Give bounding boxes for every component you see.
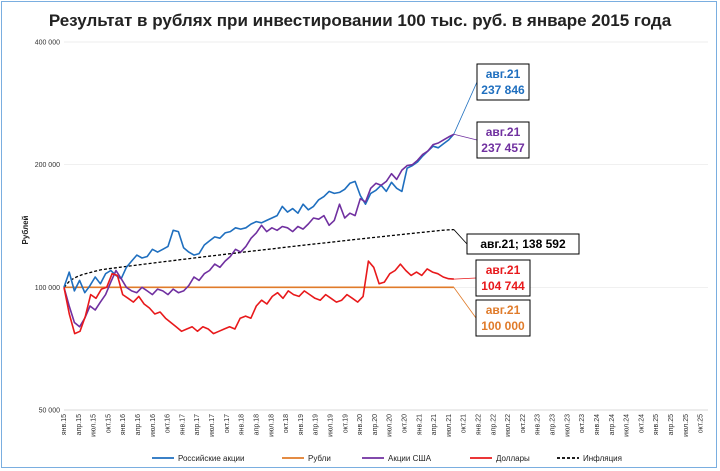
x-tick-label: янв.20 xyxy=(357,414,364,435)
x-tick-label: июл.20 xyxy=(387,414,394,437)
y-tick-labels: 50 000 100 000 200 000 400 000 xyxy=(35,40,60,415)
x-tick-label: янв.22 xyxy=(476,414,483,435)
y-tick-label: 50 000 xyxy=(39,408,61,415)
x-tick-label: июл.21 xyxy=(446,414,453,437)
callout-value-usd: 104 744 xyxy=(481,279,525,293)
legend: Российские акции Рубли Акции США Доллары Инф… xyxy=(152,454,622,463)
x-tick-label: янв.24 xyxy=(594,414,601,435)
x-tick-label: янв.16 xyxy=(120,414,127,435)
callout-box-us xyxy=(476,121,530,159)
chart-title: Результат в рублях при инвестировании 10… xyxy=(49,11,672,30)
x-tick-label: окт.15 xyxy=(105,414,112,433)
legend-label-us: Акции США xyxy=(388,454,432,463)
x-tick-label: апр.24 xyxy=(609,414,616,435)
callout-leader-ru xyxy=(453,81,478,135)
x-tick-label: июл.23 xyxy=(564,414,571,437)
callout-leader-inf xyxy=(453,229,468,245)
x-tick-label: июл.17 xyxy=(209,414,216,437)
x-tick-label: апр.20 xyxy=(372,414,379,435)
x-tick-label: июл.15 xyxy=(91,414,98,437)
x-tick-label: янв.25 xyxy=(653,414,660,435)
x-tick-label: окт.18 xyxy=(283,414,290,433)
x-tick-label: янв.18 xyxy=(239,414,246,435)
x-tick-label: апр.16 xyxy=(135,414,142,435)
y-tick-label: 200 000 xyxy=(35,162,60,169)
x-tick-label: янв.23 xyxy=(535,414,542,435)
x-tick-label: апр.21 xyxy=(431,414,438,435)
grid-layer xyxy=(64,41,708,411)
x-tick-labels: янв.15 апр.15 июл.15 окт.15 янв.16 апр.16 июл.… xyxy=(61,414,705,437)
x-tick-label: окт.21 xyxy=(461,414,468,433)
x-tick-label: янв.15 xyxy=(61,414,68,435)
legend-label-rub: Рубли xyxy=(308,454,331,463)
x-tick-label: июл.24 xyxy=(624,414,631,437)
x-tick-label: апр.15 xyxy=(76,414,83,435)
callout-leader-usd xyxy=(453,277,477,280)
legend-label-ru: Российские акции xyxy=(178,454,244,463)
x-tick-label: июл.22 xyxy=(505,414,512,437)
x-tick-label: янв.21 xyxy=(416,414,423,435)
callouts: авг.21 237 846 авг.21 237 457 авг.21; 138 59… xyxy=(453,63,580,337)
series-line-ru xyxy=(63,133,455,294)
x-tick-label: окт.24 xyxy=(638,414,645,433)
series-line-inf xyxy=(63,228,454,288)
callout-value-ru: 237 846 xyxy=(481,83,525,97)
callout-label-rub: авг.21 xyxy=(486,303,521,317)
x-tick-label: апр.19 xyxy=(313,414,320,435)
callout-label-ru: авг.21 xyxy=(486,67,521,81)
series-lines xyxy=(63,133,455,335)
callout-leader-us xyxy=(453,133,478,141)
x-tick-label: окт.23 xyxy=(579,414,586,433)
x-tick-label: июл.18 xyxy=(268,414,275,437)
callout-label-inf: авг.21; 138 592 xyxy=(480,237,566,251)
x-tick-label: апр.18 xyxy=(253,414,260,435)
x-tick-label: окт.19 xyxy=(342,414,349,433)
callout-box-rub xyxy=(475,299,531,337)
series-line-us xyxy=(63,133,455,328)
callout-leader-rub xyxy=(453,287,477,319)
callout-label-usd: авг.21 xyxy=(486,263,521,277)
callout-label-us: авг.21 xyxy=(486,125,521,139)
x-tick-label: апр.25 xyxy=(668,414,675,435)
y-tick-label: 100 000 xyxy=(35,285,60,292)
callout-box-usd xyxy=(475,259,531,297)
x-tick-label: июл.19 xyxy=(327,414,334,437)
y-axis-label: Рублей xyxy=(21,215,30,244)
callout-value-rub: 100 000 xyxy=(481,319,525,333)
x-tick-label: апр.23 xyxy=(550,414,557,435)
legend-label-usd: Доллары xyxy=(496,454,530,463)
callout-value-us: 237 457 xyxy=(481,141,525,155)
callout-box-ru xyxy=(476,63,530,101)
x-tick-label: апр.17 xyxy=(194,414,201,435)
y-tick-label: 400 000 xyxy=(35,40,60,47)
x-tick-label: янв.17 xyxy=(179,414,186,435)
x-tick-label: окт.16 xyxy=(165,414,172,433)
series-line-usd xyxy=(63,260,454,335)
callout-box-inf xyxy=(466,233,580,255)
x-tick-label: июл.25 xyxy=(683,414,690,437)
x-tick-label: окт.17 xyxy=(224,414,231,433)
x-tick-label: янв.19 xyxy=(298,414,305,435)
x-tick-label: окт.20 xyxy=(402,414,409,433)
legend-label-inf: Инфляция xyxy=(583,454,622,463)
x-tick-label: июл.16 xyxy=(150,414,157,437)
x-tick-label: окт.25 xyxy=(698,414,705,433)
x-tick-label: апр.22 xyxy=(490,414,497,435)
x-tick-label: окт.22 xyxy=(520,414,527,433)
